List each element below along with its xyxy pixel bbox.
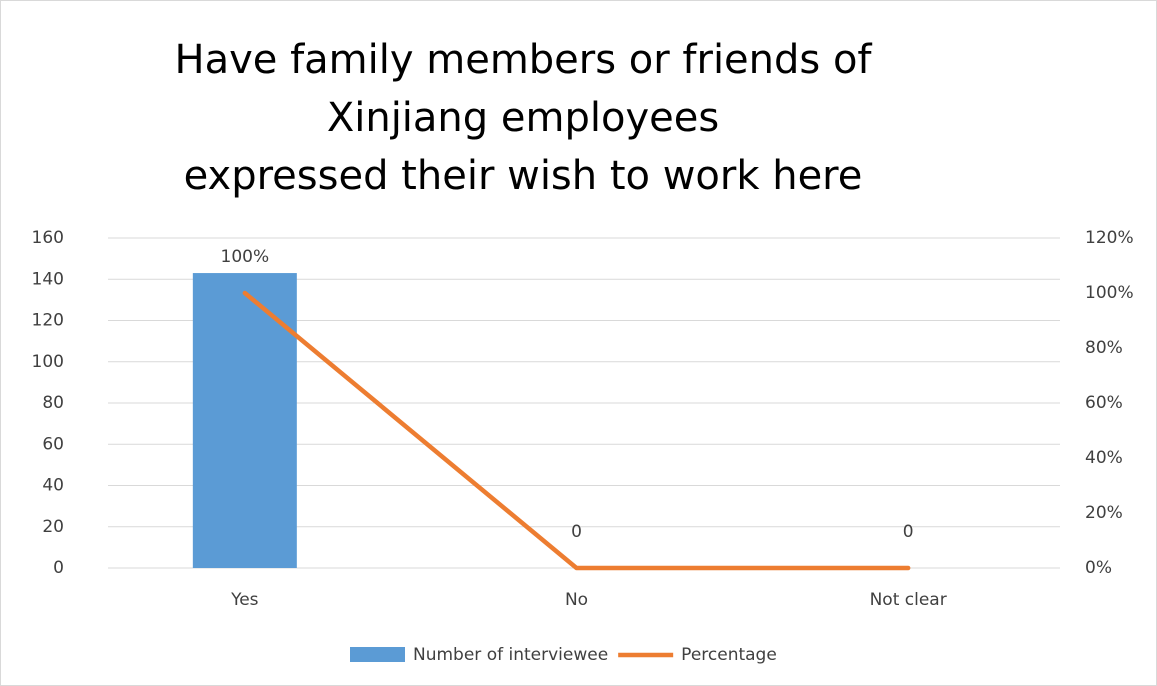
x-tick-label: Yes	[230, 590, 259, 610]
line	[242, 290, 911, 571]
y2-tick-label: 0%	[1085, 558, 1112, 578]
y-tick-label: 40	[42, 476, 64, 496]
data-label: 0	[903, 522, 914, 542]
y-tick-label: 120	[32, 311, 64, 331]
y2-tick-label: 120%	[1085, 228, 1134, 248]
legend-label: Number of interviewee	[413, 645, 608, 665]
y-tick-label: 60	[42, 434, 64, 454]
data-label: 0	[571, 522, 582, 542]
y2-tick-label: 100%	[1085, 283, 1134, 303]
y2-tick-label: 40%	[1085, 448, 1123, 468]
chart-title: expressed their wish to work here	[184, 153, 863, 199]
legend-label: Percentage	[681, 645, 777, 665]
y-tick-label: 80	[42, 393, 64, 413]
x-tick-label: Not clear	[870, 590, 947, 610]
x-tick-label: No	[565, 590, 588, 610]
chart-title: Have family members or friends of	[174, 37, 872, 83]
y-tick-label: 100	[32, 352, 64, 372]
y-tick-label: 140	[32, 269, 64, 289]
y2-tick-label: 80%	[1085, 338, 1123, 358]
legend-swatch	[350, 647, 405, 662]
y2-tick-label: 60%	[1085, 393, 1123, 413]
y-tick-label: 0	[53, 558, 64, 578]
chart-title: Xinjiang employees	[327, 95, 719, 141]
y-tick-label: 160	[32, 228, 64, 248]
y-tick-label: 20	[42, 517, 64, 537]
data-label: 100%	[221, 247, 270, 267]
y2-tick-label: 20%	[1085, 503, 1123, 523]
bar	[192, 273, 297, 568]
